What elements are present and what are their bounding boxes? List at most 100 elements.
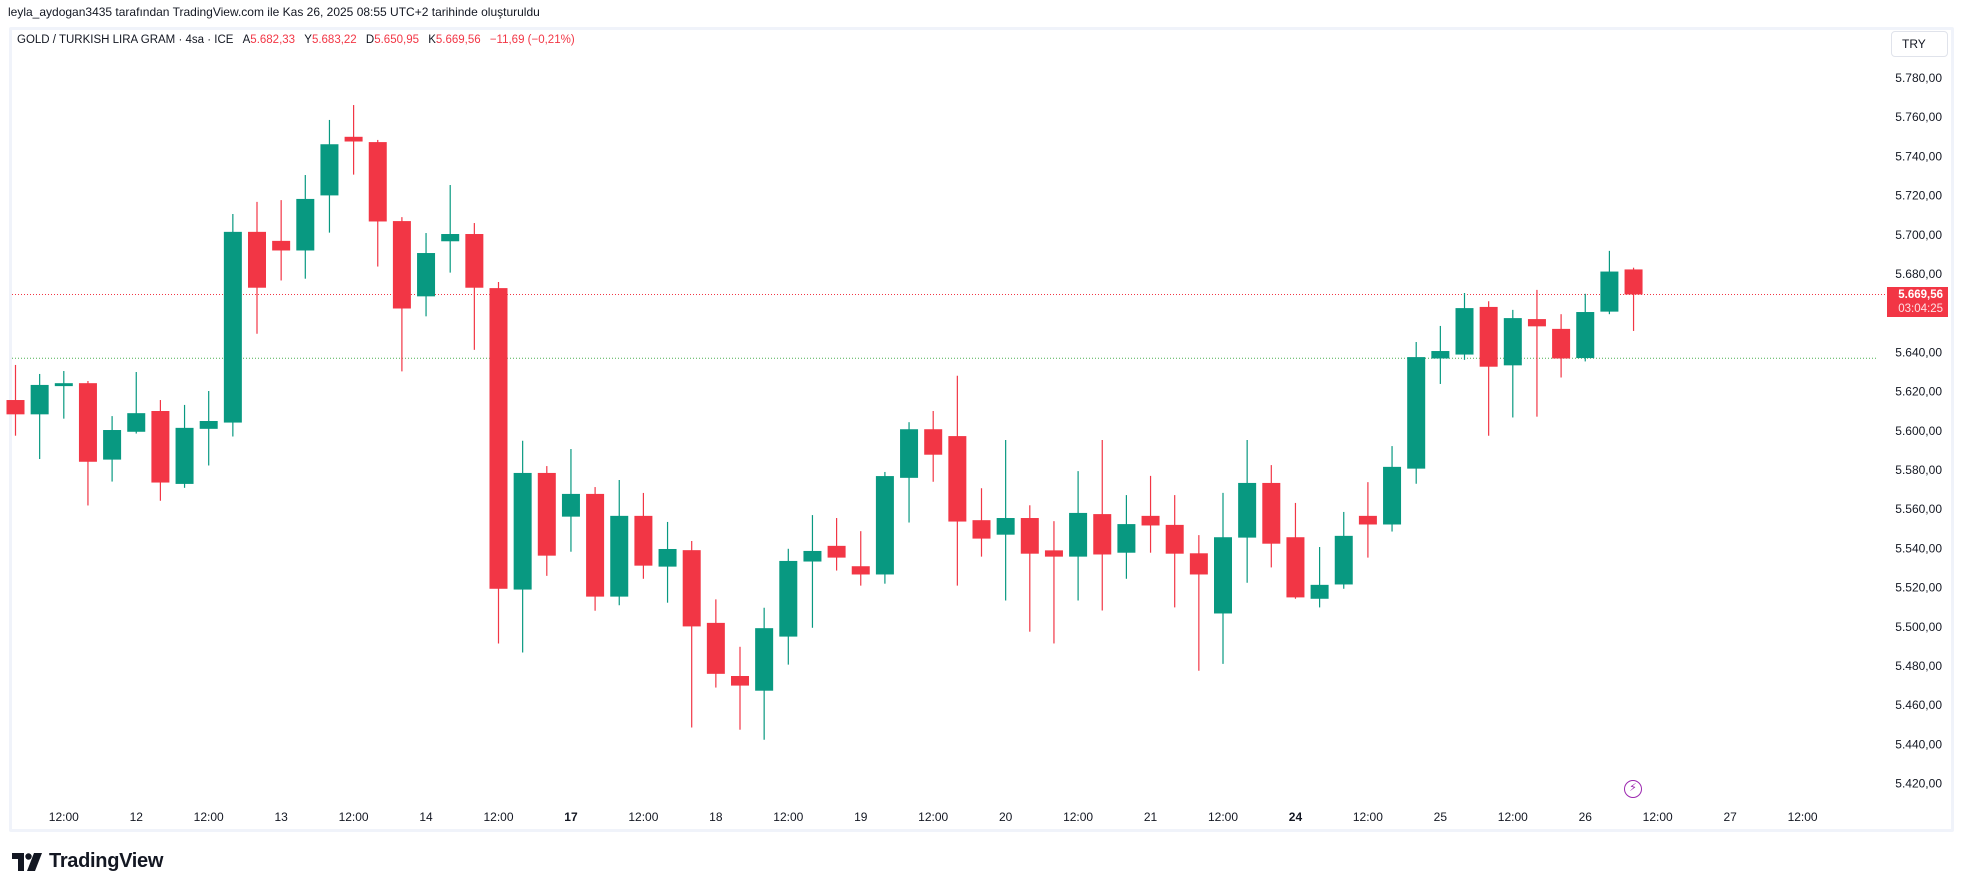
candle-body	[1358, 515, 1377, 525]
candle-up[interactable]	[803, 515, 822, 628]
candle-up[interactable]	[996, 440, 1015, 601]
candle-up[interactable]	[30, 373, 49, 460]
candle-up[interactable]	[127, 372, 146, 434]
candle-down[interactable]	[1624, 267, 1643, 331]
candle-body	[465, 234, 484, 288]
candle-body	[513, 472, 532, 590]
candle-down[interactable]	[1093, 440, 1112, 611]
lightning-icon[interactable]: ⚡︎	[1624, 780, 1642, 798]
candle-down[interactable]	[731, 646, 749, 730]
candle-up[interactable]	[1455, 293, 1474, 360]
candle-down[interactable]	[1479, 301, 1498, 436]
candle-up[interactable]	[755, 607, 774, 740]
candle-down[interactable]	[1189, 535, 1208, 671]
candle-up[interactable]	[296, 175, 315, 279]
candle-down[interactable]	[248, 201, 266, 334]
candle-down[interactable]	[948, 375, 967, 586]
candle-up[interactable]	[561, 449, 580, 552]
candle-down[interactable]	[151, 400, 170, 501]
candle-up[interactable]	[1310, 547, 1329, 608]
candle-body	[634, 515, 653, 566]
candle-down[interactable]	[1141, 475, 1160, 553]
candle-up[interactable]	[223, 214, 242, 437]
candle-down[interactable]	[682, 540, 701, 728]
tradingview-logo[interactable]: TradingView	[12, 850, 163, 873]
candle-down[interactable]	[465, 223, 484, 350]
candle-down[interactable]	[706, 599, 725, 688]
candle-up[interactable]	[513, 440, 532, 653]
time-axis[interactable]: 12:00 12 12:00 13 12:00 14 12:00 17 12:00 18 12:00…	[49, 810, 1818, 824]
currency-button[interactable]: TRY	[1891, 31, 1948, 57]
candle-down[interactable]	[1165, 495, 1184, 608]
candle-down[interactable]	[924, 411, 943, 482]
candle-down[interactable]	[1552, 314, 1571, 378]
candle-body	[1310, 584, 1329, 599]
candle-up[interactable]	[1214, 492, 1232, 664]
candle-down[interactable]	[368, 139, 387, 267]
candle-down[interactable]	[537, 466, 556, 576]
candle-up[interactable]	[1334, 511, 1353, 589]
candle-up[interactable]	[1407, 342, 1426, 484]
candle-down[interactable]	[1527, 289, 1546, 417]
candle-up[interactable]	[1383, 446, 1402, 532]
candle-up[interactable]	[199, 391, 218, 466]
price-axis[interactable]: 5.780,00 5.760,00 5.740,00 5.720,00 5.700,00…	[1895, 71, 1942, 791]
candle-up[interactable]	[1503, 309, 1522, 418]
candle-up[interactable]	[900, 422, 919, 523]
candle-body	[755, 628, 774, 691]
time-tick-label: 26	[1579, 810, 1593, 824]
symbol-legend: GOLD / TURKISH LIRA GRAM · 4sa · ICE A5.…	[17, 34, 575, 46]
candle-down[interactable]	[1358, 482, 1377, 558]
candle-up[interactable]	[1576, 293, 1595, 362]
candle-body	[1624, 269, 1643, 295]
time-tick-label: 12:00	[49, 810, 79, 824]
candle-down[interactable]	[272, 200, 291, 281]
candle-up[interactable]	[658, 521, 677, 603]
candle-body	[223, 231, 242, 423]
candle-down[interactable]	[1262, 465, 1281, 568]
candle-down[interactable]	[489, 282, 508, 644]
candle-down[interactable]	[392, 217, 411, 372]
symbol-title[interactable]: GOLD / TURKISH LIRA GRAM · 4sa · ICE	[17, 34, 234, 46]
candle-down[interactable]	[634, 492, 653, 579]
candle-body	[972, 520, 991, 539]
open-value: 5.682,33	[250, 34, 296, 46]
candle-up[interactable]	[103, 416, 122, 482]
candle-up[interactable]	[610, 479, 629, 606]
candle-body	[827, 545, 846, 558]
candle-up[interactable]	[1117, 495, 1136, 579]
candle-down[interactable]	[827, 518, 846, 571]
candle-up[interactable]	[54, 371, 73, 419]
candle-down[interactable]	[586, 487, 605, 611]
candle-body	[1503, 318, 1522, 366]
candle-body	[996, 518, 1015, 535]
candle-down[interactable]	[1286, 502, 1305, 599]
candle-up[interactable]	[417, 233, 436, 317]
candle-body	[320, 144, 339, 196]
close-value: 5.669,56	[435, 34, 481, 46]
candle-down[interactable]	[851, 531, 870, 586]
candle-up[interactable]	[1600, 250, 1619, 315]
candle-body	[1431, 351, 1450, 359]
candle-up[interactable]	[779, 548, 798, 665]
candle-down[interactable]	[1020, 505, 1039, 632]
candle-down[interactable]	[344, 105, 363, 175]
time-tick-label: 12:00	[918, 810, 948, 824]
candle-body	[78, 383, 97, 462]
candle-up[interactable]	[1431, 325, 1450, 384]
time-tick-label: 12	[130, 810, 144, 824]
candle-up[interactable]	[441, 185, 460, 273]
candle-down[interactable]	[6, 364, 25, 436]
candle-down[interactable]	[1044, 521, 1063, 644]
candle-up[interactable]	[1069, 471, 1088, 601]
price-tick-label: 5.440,00	[1895, 737, 1942, 751]
candle-body	[803, 550, 822, 562]
candle-body	[731, 675, 749, 686]
candle-up[interactable]	[175, 404, 194, 488]
candle-up[interactable]	[320, 119, 339, 233]
candle-up[interactable]	[1238, 440, 1257, 583]
candle-down[interactable]	[972, 488, 991, 557]
candle-up[interactable]	[875, 471, 894, 584]
candle-down[interactable]	[78, 381, 97, 506]
